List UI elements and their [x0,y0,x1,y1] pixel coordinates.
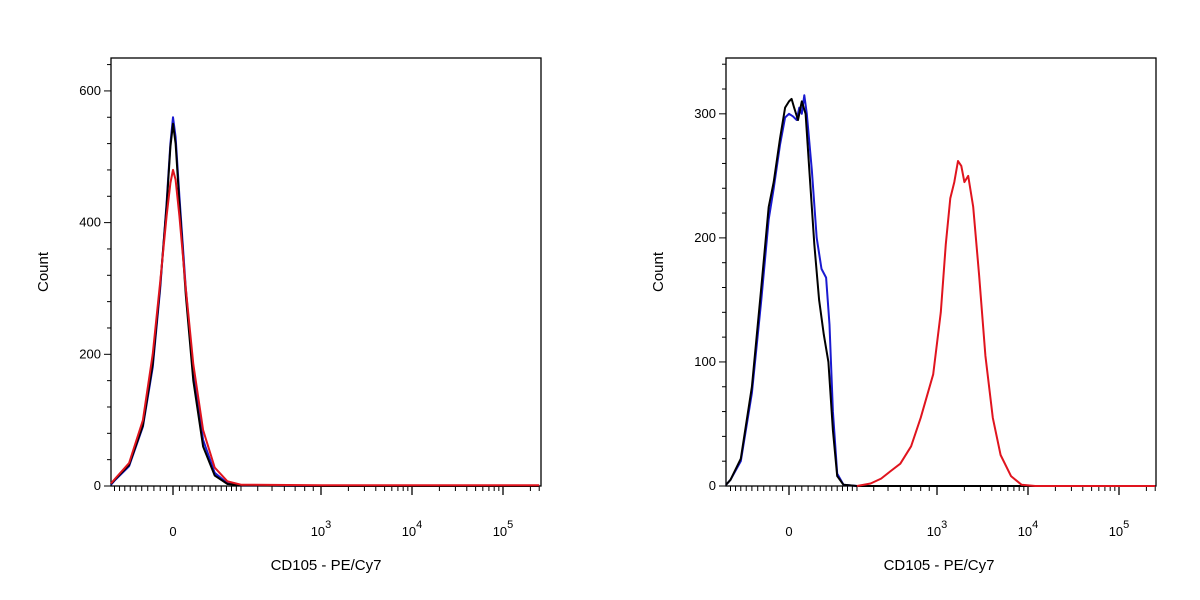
histogram-panel-right: Count CD105 - PE/Cy7 0 100 200 300 0 103 104 10… [600,0,1200,600]
y-tick-label: 0 [94,478,101,493]
x-axis-title: CD105 - PE/Cy7 [271,557,382,574]
y-tick-label: 0 [709,478,716,493]
histogram-series-line [725,94,1156,487]
histogram-series-line [856,160,1156,487]
histogram-series-line [110,168,540,487]
x-tick-label: 104 [1018,519,1039,539]
x-tick-label: 105 [1109,519,1130,539]
histogram-series-line [725,97,1156,487]
y-tick-label: 600 [79,83,101,98]
x-tick-label: 104 [402,519,423,539]
histogram-panel-left: Count CD105 - PE/Cy7 0 200 400 600 0 103 104 10… [35,57,542,574]
x-tick-label: 103 [927,519,948,539]
x-axis-title: CD105 - PE/Cy7 [884,557,995,574]
x-tick-label: 0 [785,524,792,539]
y-axis-title: Count [650,251,667,292]
y-tick-label: 200 [79,346,101,361]
histogram-chart-left: Count CD105 - PE/Cy7 0 200 400 600 0 103 104 10… [35,57,542,574]
plot-frame [110,57,542,487]
y-tick-label: 400 [79,215,101,230]
x-tick-label: 0 [169,524,176,539]
x-tick-label: 105 [493,519,514,539]
y-tick-label: 100 [694,354,716,369]
y-tick-label: 200 [694,230,716,245]
plot-frame [725,57,1157,487]
y-axis-title: Count [35,251,52,292]
y-tick-label: 300 [694,106,716,121]
x-tick-label: 103 [311,519,332,539]
histogram-chart-right: Count CD105 - PE/Cy7 0 100 200 300 0 103 104 10… [650,57,1157,574]
histogram-series-line [110,116,540,487]
